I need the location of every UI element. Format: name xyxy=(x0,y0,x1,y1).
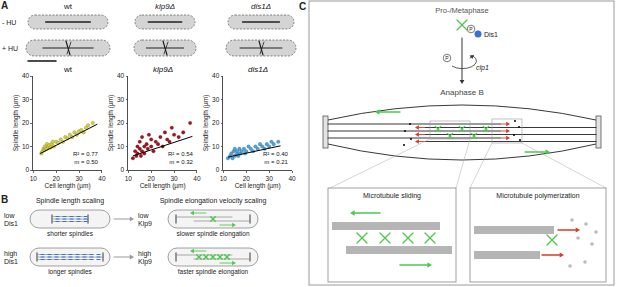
svg-text:10: 10 xyxy=(212,143,220,150)
svg-text:Spindle length (µm): Spindle length (µm) xyxy=(202,95,210,152)
svg-text:20: 20 xyxy=(22,119,30,126)
svg-text:Dis1: Dis1 xyxy=(4,258,18,265)
svg-text:40: 40 xyxy=(22,72,30,79)
svg-text:10: 10 xyxy=(22,143,30,150)
svg-text:P: P xyxy=(469,26,473,32)
svg-text:Spindle length scaling: Spindle length scaling xyxy=(36,197,104,205)
svg-text:Anaphase B: Anaphase B xyxy=(440,88,484,97)
svg-text:Klp9: Klp9 xyxy=(138,220,152,228)
svg-text:30: 30 xyxy=(22,96,30,103)
svg-text:Cell length (µm): Cell length (µm) xyxy=(45,182,91,190)
svg-text:40: 40 xyxy=(212,72,220,79)
svg-text:P: P xyxy=(445,55,449,61)
svg-text:wt: wt xyxy=(63,65,73,74)
svg-text:wt: wt xyxy=(63,2,73,11)
svg-text:Microtubule polymerization: Microtubule polymerization xyxy=(496,192,579,200)
svg-text:30: 30 xyxy=(117,96,125,103)
svg-text:high: high xyxy=(4,250,17,258)
svg-text:A: A xyxy=(1,0,8,11)
svg-text:Cell length (µm): Cell length (µm) xyxy=(235,182,281,190)
svg-text:- HU: - HU xyxy=(2,19,16,26)
svg-text:20: 20 xyxy=(117,119,125,126)
svg-text:Dis1: Dis1 xyxy=(4,220,18,227)
svg-text:30: 30 xyxy=(170,175,178,182)
svg-text:Spindle elongation velocity sc: Spindle elongation velocity scaling xyxy=(160,197,267,205)
svg-text:Cell length (µm): Cell length (µm) xyxy=(140,182,186,190)
svg-text:10: 10 xyxy=(30,175,38,182)
svg-text:slower spindle elongation: slower spindle elongation xyxy=(177,230,250,238)
svg-text:40: 40 xyxy=(193,175,201,182)
svg-text:dis1Δ: dis1Δ xyxy=(251,2,271,11)
svg-text:longer spindles: longer spindles xyxy=(48,268,92,276)
svg-text:Microtubule sliding: Microtubule sliding xyxy=(363,192,421,200)
svg-text:30: 30 xyxy=(266,175,274,182)
svg-text:dis1Δ: dis1Δ xyxy=(248,65,268,74)
svg-text:R² = 0.54m = 0.32: R² = 0.54m = 0.32 xyxy=(168,151,194,165)
svg-text:Spindle length (µm): Spindle length (µm) xyxy=(107,95,115,152)
svg-text:low: low xyxy=(4,212,15,219)
svg-text:30: 30 xyxy=(212,96,220,103)
svg-text:klp9Δ: klp9Δ xyxy=(155,2,175,11)
svg-text:Spindle length (µm): Spindle length (µm) xyxy=(12,95,20,152)
svg-text:0: 0 xyxy=(216,166,220,173)
svg-text:Pro-/Metaphase: Pro-/Metaphase xyxy=(435,6,488,15)
svg-text:+ HU: + HU xyxy=(2,45,18,52)
svg-text:clp1: clp1 xyxy=(476,64,489,72)
svg-text:high: high xyxy=(138,250,151,258)
svg-text:low: low xyxy=(138,212,149,219)
svg-text:0: 0 xyxy=(26,166,30,173)
svg-text:B: B xyxy=(1,194,8,205)
svg-text:0: 0 xyxy=(121,166,125,173)
svg-text:20: 20 xyxy=(243,175,251,182)
svg-text:40: 40 xyxy=(98,175,106,182)
svg-text:30: 30 xyxy=(75,175,83,182)
svg-text:klp9Δ: klp9Δ xyxy=(153,65,173,74)
svg-text:40: 40 xyxy=(117,72,125,79)
svg-text:R² = 0.40m = 0.21: R² = 0.40m = 0.21 xyxy=(263,151,289,165)
svg-text:faster spindle elongation: faster spindle elongation xyxy=(178,268,249,276)
svg-text:20: 20 xyxy=(53,175,61,182)
svg-text:20: 20 xyxy=(148,175,156,182)
svg-text:20: 20 xyxy=(212,119,220,126)
svg-text:Klp9: Klp9 xyxy=(138,258,152,266)
svg-text:C: C xyxy=(299,1,306,12)
svg-text:10: 10 xyxy=(117,143,125,150)
svg-text:10: 10 xyxy=(125,175,133,182)
svg-text:Dis1: Dis1 xyxy=(484,31,498,38)
svg-text:R² = 0.77m = 0.50: R² = 0.77m = 0.50 xyxy=(73,151,99,165)
svg-text:shorter spindles: shorter spindles xyxy=(47,230,94,238)
svg-text:10: 10 xyxy=(220,175,228,182)
svg-text:40: 40 xyxy=(288,175,296,182)
